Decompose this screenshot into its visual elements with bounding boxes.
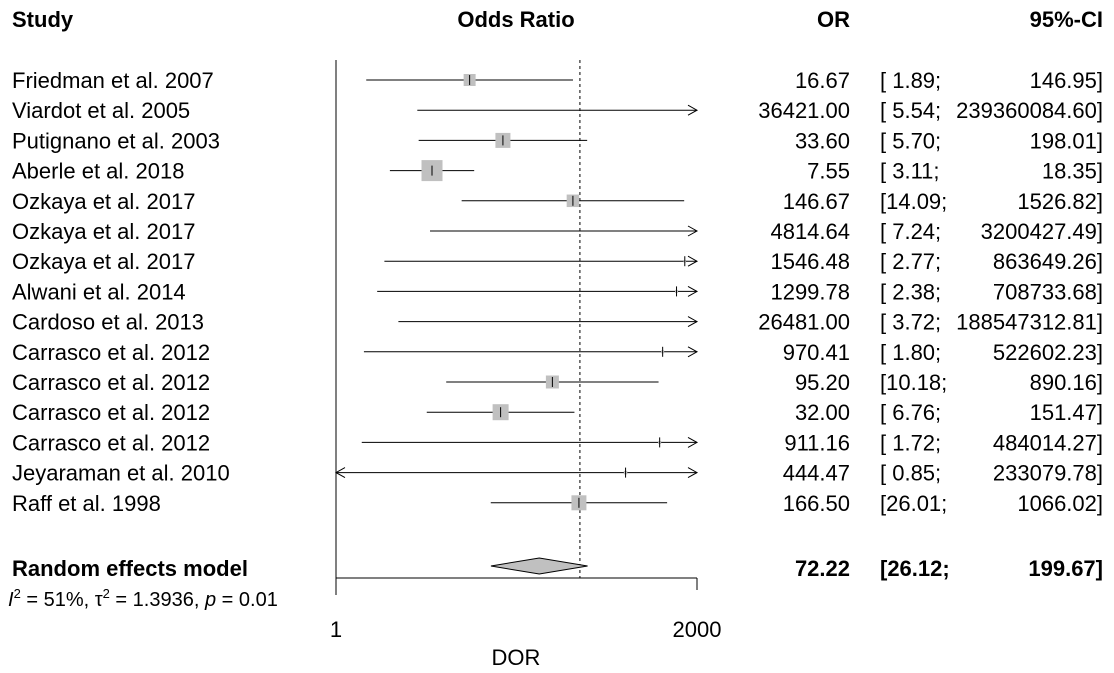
study-ci-lower: [10.18; (880, 370, 947, 395)
ci-arrow-right (687, 467, 699, 479)
study-ci-lower: [ 6.76; (880, 400, 941, 425)
study-ci-lower: [ 3.72; (880, 310, 941, 335)
study-ci-upper: 1526.82] (1017, 189, 1103, 214)
study-ci-upper: 3200427.49] (981, 219, 1103, 244)
study-ci-upper: 239360084.60] (956, 98, 1103, 123)
axes: 1 2000 (330, 60, 722, 642)
ci-arrow-right (687, 346, 699, 358)
study-ci-upper: 198.01] (1030, 128, 1103, 153)
study-label: Ozkaya et al. 2017 (12, 249, 195, 274)
x-tick-label: 2000 (673, 617, 722, 642)
x-axis-label: DOR (492, 645, 541, 670)
ci-arrow-left (334, 467, 346, 479)
study-or: 166.50 (783, 491, 850, 516)
study-ci-upper: 233079.78] (993, 461, 1103, 486)
study-ci-lower: [ 0.85; (880, 461, 941, 486)
ci-arrow-right (687, 285, 699, 297)
study-label: Putignano et al. 2003 (12, 128, 220, 153)
summary-diamond (490, 557, 588, 575)
study-label: Carrasco et al. 2012 (12, 340, 210, 365)
study-ci-upper: 863649.26] (993, 249, 1103, 274)
heterogeneity-stats: I2 = 51%, τ2 = 1.3936, p = 0.01 (8, 586, 278, 611)
study-ci-lower: [ 1.89; (880, 68, 941, 93)
study-or: 911.16 (784, 430, 850, 455)
study-or: 36421.00 (758, 98, 850, 123)
study-ci-upper: 188547312.81] (956, 310, 1103, 335)
study-ci-upper: 890.16] (1030, 370, 1103, 395)
study-values: 16.67 [ 1.89; 146.95] 36421.00 [ 5.54; 239360… (758, 68, 1103, 516)
header-study: Study (12, 7, 74, 32)
study-or: 970.41 (783, 340, 850, 365)
study-or: 1546.48 (770, 249, 850, 274)
summary-or: 72.22 (795, 556, 850, 581)
study-ci-upper: 1066.02] (1017, 491, 1103, 516)
study-ci-lower: [ 2.77; (880, 249, 941, 274)
study-ci-upper: 484014.27] (993, 430, 1103, 455)
study-labels: Friedman et al. 2007 Viardot et al. 2005 P… (12, 68, 230, 516)
study-or: 146.67 (783, 189, 850, 214)
study-ci-lower: [ 1.80; (880, 340, 941, 365)
study-label: Aberle et al. 2018 (12, 159, 184, 184)
study-label: Ozkaya et al. 2017 (12, 219, 195, 244)
study-label: Carrasco et al. 2012 (12, 400, 210, 425)
study-ci-lower: [ 5.54; (880, 98, 941, 123)
study-or: 32.00 (795, 400, 850, 425)
study-ci-lower: [26.01; (880, 491, 947, 516)
study-ci-upper: 146.95] (1030, 68, 1103, 93)
study-ci-lower: [ 7.24; (880, 219, 941, 244)
study-or: 16.67 (795, 68, 850, 93)
study-or: 26481.00 (758, 310, 850, 335)
study-ci-lower: [14.09; (880, 189, 947, 214)
study-label: Viardot et al. 2005 (12, 98, 190, 123)
study-ci-lower: [ 2.38; (880, 279, 941, 304)
study-label: Raff et al. 1998 (12, 491, 161, 516)
study-or: 7.55 (807, 159, 850, 184)
summary-ci-lower: [26.12; (880, 556, 950, 581)
study-label: Friedman et al. 2007 (12, 68, 214, 93)
study-label: Carrasco et al. 2012 (12, 430, 210, 455)
summary-ci-upper: 199.67] (1028, 556, 1103, 581)
study-or: 4814.64 (770, 219, 850, 244)
study-label: Cardoso et al. 2013 (12, 310, 204, 335)
study-ci-upper: 708733.68] (993, 279, 1103, 304)
study-or: 1299.78 (770, 279, 850, 304)
summary-label: Random effects model (12, 556, 248, 581)
study-ci-lower: [ 5.70; (880, 128, 941, 153)
header-plot: Odds Ratio (457, 7, 574, 32)
study-marks (334, 74, 699, 511)
header-or: OR (817, 7, 850, 32)
study-or: 33.60 (795, 128, 850, 153)
ci-arrow-right (687, 104, 699, 116)
study-or: 95.20 (795, 370, 850, 395)
x-tick-label: 1 (330, 617, 342, 642)
ci-arrow-right (687, 316, 699, 328)
study-label: Ozkaya et al. 2017 (12, 189, 195, 214)
study-label: Alwani et al. 2014 (12, 279, 186, 304)
header-ci: 95%-CI (1030, 7, 1103, 32)
study-ci-upper: 522602.23] (993, 340, 1103, 365)
ci-arrow-right (687, 436, 699, 448)
study-ci-lower: [ 3.11; (880, 159, 940, 184)
ci-arrow-right (687, 225, 699, 237)
study-ci-lower: [ 1.72; (880, 430, 941, 455)
study-ci-upper: 151.47] (1030, 400, 1103, 425)
study-ci-upper: 18.35] (1042, 159, 1103, 184)
study-or: 444.47 (783, 461, 850, 486)
ci-arrow-right (687, 255, 699, 267)
study-label: Carrasco et al. 2012 (12, 370, 210, 395)
study-label: Jeyaraman et al. 2010 (12, 461, 230, 486)
